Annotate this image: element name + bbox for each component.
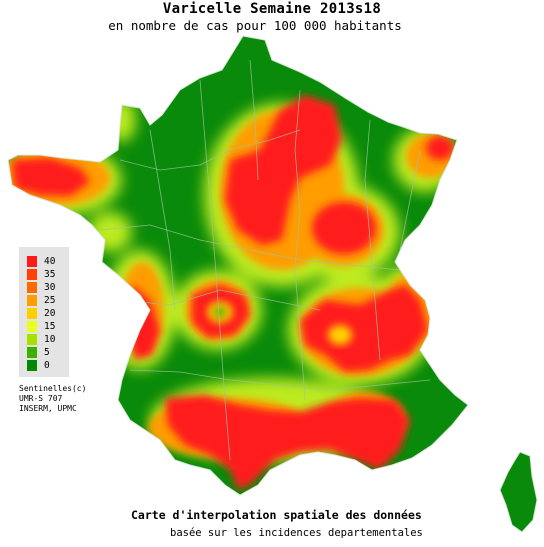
legend-swatch xyxy=(27,321,37,332)
credit-line-1: Sentinelles(c) xyxy=(19,384,87,393)
legend-swatch xyxy=(27,282,37,293)
legend-label: 30 xyxy=(44,282,56,293)
legend-label: 20 xyxy=(44,308,56,319)
map-title: Varicelle Semaine 2013s18 xyxy=(162,1,382,17)
hole-layer xyxy=(207,301,352,345)
legend-swatch xyxy=(27,269,37,280)
credits: Sentinelles(c) UMR-S 707 INSERM, UPMC xyxy=(19,384,86,414)
legend-swatch xyxy=(27,256,37,267)
legend-label: 40 xyxy=(44,256,56,267)
legend-label: 15 xyxy=(44,321,56,332)
legend-swatch xyxy=(27,334,37,345)
legend-swatch xyxy=(27,295,37,306)
france-outline xyxy=(7,35,469,496)
legend-swatch xyxy=(27,360,37,371)
legend-label: 10 xyxy=(44,334,56,345)
footer-title: Carte d'interpolation spatiale des donné… xyxy=(131,508,422,522)
corsica-region xyxy=(499,451,538,533)
legend-label: 5 xyxy=(44,347,50,358)
legend-swatch xyxy=(27,308,37,319)
legend-label: 35 xyxy=(44,269,56,280)
legend-swatch xyxy=(27,347,37,358)
credit-line-3: INSERM, UPMC xyxy=(19,404,77,413)
department-borders xyxy=(99,59,431,461)
credit-line-2: UMR-S 707 xyxy=(19,394,63,403)
color-legend: 40 35 30 25 20 15 10 5 0 xyxy=(19,247,69,377)
legend-label: 0 xyxy=(44,360,50,371)
map-subtitle: en nombre de cas pour 100 000 habitants xyxy=(108,18,402,33)
footer-subtitle: basée sur les incidences departementales xyxy=(170,527,423,539)
legend-label: 25 xyxy=(44,295,56,306)
